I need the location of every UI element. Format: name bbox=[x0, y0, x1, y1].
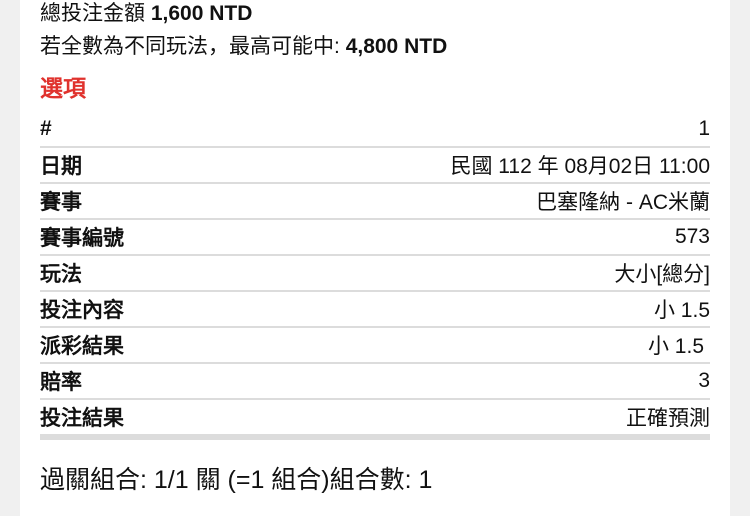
row-label: 玩法 bbox=[40, 263, 82, 286]
table-row: 派彩結果 小 1.5 bbox=[40, 328, 710, 364]
max-payout-value: 4,800 NTD bbox=[345, 35, 448, 58]
row-value: 巴塞隆納 - AC米蘭 bbox=[536, 191, 710, 214]
row-label: 日期 bbox=[40, 155, 82, 178]
table-row: 投注結果 正確預測 bbox=[40, 400, 710, 440]
row-value: 正確預測 bbox=[626, 407, 710, 430]
row-label: 投注內容 bbox=[40, 299, 124, 322]
bet-detail-card: 總投注金額 1,600 NTD 若全數為不同玩法，最高可能中: 4,800 NT… bbox=[20, 0, 730, 516]
parlay-combination: 過關組合: 1/1 關 (=1 組合)組合數: 1 bbox=[40, 466, 433, 494]
max-payout-label: 若全數為不同玩法，最高可能中: bbox=[40, 35, 340, 58]
row-value: 小 1.5 bbox=[647, 335, 704, 358]
table-row: 投注內容 小 1.5 bbox=[40, 292, 710, 328]
row-label: 賽事編號 bbox=[40, 227, 124, 250]
row-value: 3 bbox=[698, 369, 710, 392]
row-label: 派彩結果 bbox=[40, 335, 124, 358]
total-stake-value: 1,600 NTD bbox=[150, 2, 253, 25]
table-row: 賠率 3 bbox=[40, 364, 710, 400]
row-value: 1 bbox=[698, 117, 710, 140]
table-row: 日期 民國 112 年 08月02日 11:00 bbox=[40, 148, 710, 184]
row-label: 投注結果 bbox=[40, 407, 124, 430]
table-row: 賽事 巴塞隆納 - AC米蘭 bbox=[40, 184, 710, 220]
total-stake: 總投注金額 1,600 NTD bbox=[40, 0, 710, 28]
options-title: 選項 bbox=[40, 75, 86, 101]
table-row: #1 bbox=[40, 112, 710, 148]
max-payout: 若全數為不同玩法，最高可能中: 4,800 NTD bbox=[40, 32, 710, 62]
row-value: 大小[總分] bbox=[614, 263, 710, 286]
row-value: 小 1.5 bbox=[653, 299, 710, 322]
options-table: #1 日期 民國 112 年 08月02日 11:00 賽事 巴塞隆納 - AC米蘭… bbox=[40, 112, 710, 440]
row-label: 賽事 bbox=[40, 191, 82, 214]
total-stake-label: 總投注金額 bbox=[40, 2, 145, 25]
row-value: 573 bbox=[674, 225, 710, 248]
row-label: # bbox=[40, 117, 52, 140]
table-row: 玩法 大小[總分] bbox=[40, 256, 710, 292]
row-value: 民國 112 年 08月02日 11:00 bbox=[450, 155, 710, 178]
table-row: 賽事編號 573 bbox=[40, 220, 710, 256]
row-label: 賠率 bbox=[40, 371, 82, 394]
